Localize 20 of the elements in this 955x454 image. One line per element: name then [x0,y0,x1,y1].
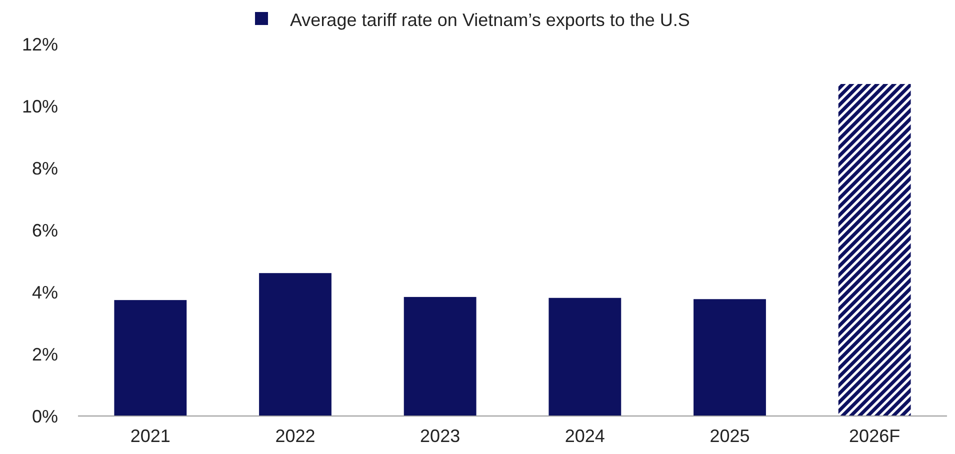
y-tick-label: 0% [32,406,58,426]
x-tick-label: 2026F [849,426,900,446]
y-tick-label: 12% [22,34,58,54]
bar [259,273,332,416]
x-tick-label: 2021 [130,426,170,446]
x-tick-label: 2022 [275,426,316,446]
x-tick-label: 2025 [710,426,750,446]
y-tick-label: 2% [32,344,58,364]
bar [838,84,911,416]
bar [404,296,476,416]
bar [694,299,766,416]
y-tick-label: 4% [32,282,58,302]
x-tick-label: 2024 [564,426,605,446]
bar [548,298,622,416]
x-tick-label: 2023 [420,426,460,446]
legend-label: Average tariff rate on Vietnam’s exports to the U.S [290,10,690,30]
y-tick-label: 6% [32,220,58,240]
y-tick-label: 8% [32,158,58,178]
bar [114,300,187,416]
y-tick-label: 10% [22,96,58,116]
